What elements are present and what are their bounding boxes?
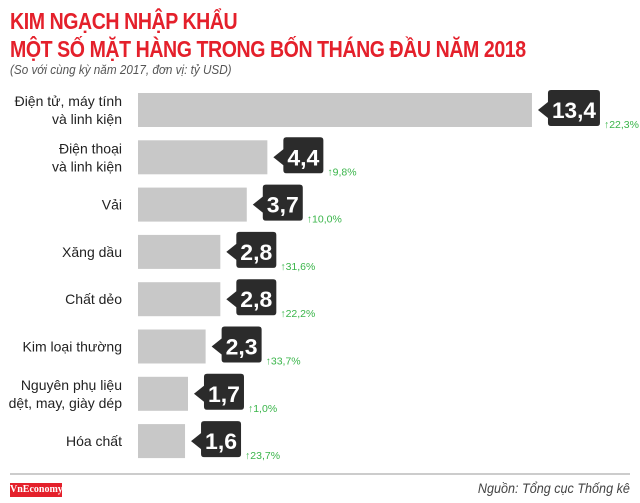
value-label: 1,7 [208, 382, 240, 407]
growth-label: ↑9,8% [327, 166, 356, 178]
value-label: 2,3 [226, 335, 258, 360]
category-label: và linh kiện [52, 111, 122, 127]
value-label: 2,8 [240, 240, 272, 265]
category-label: và linh kiện [52, 158, 122, 174]
growth-label: ↑22,2% [280, 308, 315, 320]
value-label: 3,7 [267, 193, 299, 218]
value-label: 1,6 [205, 429, 237, 454]
category-label: Chất dẻo [65, 291, 122, 307]
value-tag [191, 421, 242, 458]
bar [138, 329, 206, 364]
growth-label: ↑1,0% [248, 403, 277, 415]
category-label: Xăng dầu [62, 244, 122, 260]
growth-label: ↑33,7% [266, 356, 301, 368]
source-text: Nguồn: Tổng cục Thống kê [477, 480, 630, 496]
category-label: Nguyên phụ liệu [21, 377, 122, 393]
value-tag [193, 373, 244, 410]
category-label: Điện tử, máy tính [15, 93, 122, 109]
chart-note: (So với cùng kỳ năm 2017, đơn vị: tỷ USD… [10, 62, 232, 77]
bar [138, 140, 268, 175]
value-tag [273, 137, 324, 174]
category-label: Vải [102, 197, 122, 213]
growth-label: ↑23,7% [245, 450, 280, 462]
value-tag [226, 231, 277, 268]
category-label: Kim loại thường [23, 339, 122, 355]
footer-divider [10, 473, 630, 475]
value-label: 13,4 [552, 98, 597, 123]
category-label: Điện thoại [59, 140, 122, 156]
bar [138, 282, 221, 317]
growth-label: ↑31,6% [280, 261, 315, 273]
category-label: Hóa chất [66, 433, 122, 449]
growth-label: ↑22,3% [604, 119, 639, 131]
bar [138, 234, 221, 269]
bar-chart: Điện tử, máy tính và linh kiện 13,4 ↑22,3% Đ… [9, 90, 639, 462]
value-tag [226, 279, 277, 316]
bar [138, 93, 532, 127]
bar [138, 424, 186, 459]
value-label: 4,4 [287, 145, 320, 170]
chart-title-line-2: MỘT SỐ MẶT HÀNG TRONG BỐN THÁNG ĐẦU NĂM … [10, 36, 526, 62]
growth-label: ↑10,0% [307, 214, 342, 226]
chart-title: KIM NGẠCH NHẬP KHẨU [10, 8, 238, 34]
value-tag [252, 184, 303, 221]
category-label: dệt, may, giày dép [9, 395, 123, 411]
value-label: 2,8 [240, 287, 272, 312]
vneconomy-logo: VnEconomy [10, 483, 63, 497]
bar [138, 376, 188, 411]
value-tag [211, 326, 262, 363]
bar [138, 187, 247, 222]
value-tag [537, 90, 600, 126]
